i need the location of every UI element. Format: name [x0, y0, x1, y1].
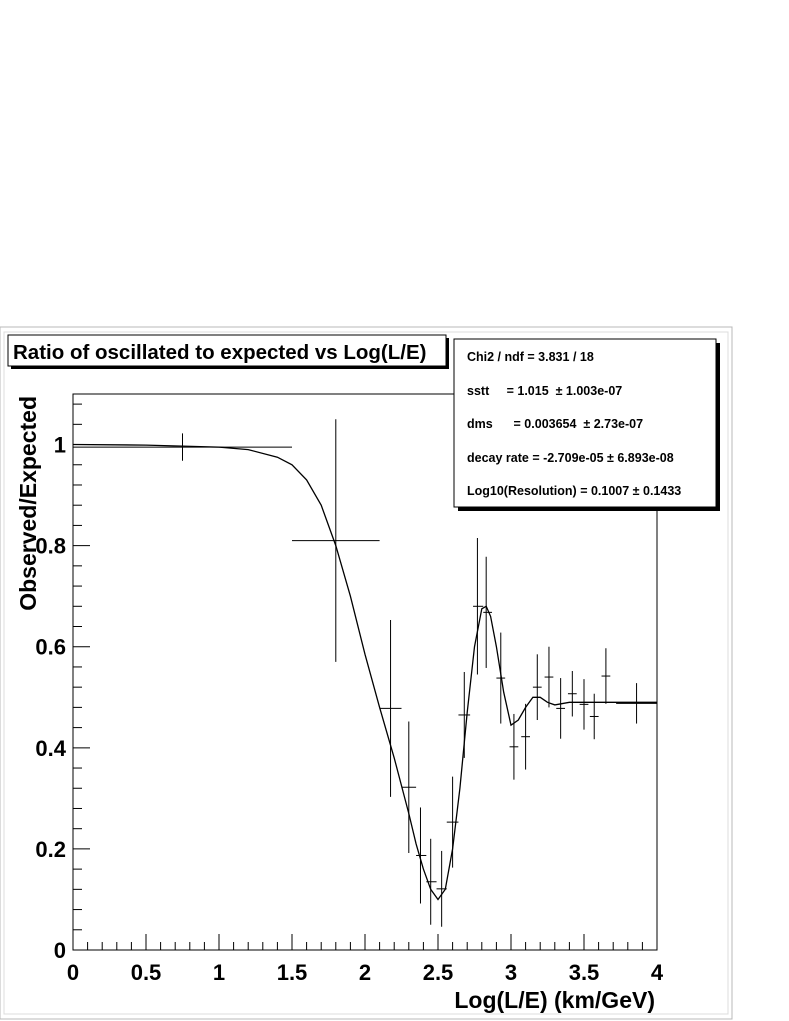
data-point: [73, 433, 292, 461]
y-tick-label: 0.4: [35, 736, 66, 761]
y-tick-label: 1: [54, 433, 66, 458]
x-tick-label: 1: [213, 960, 225, 985]
data-point: [532, 654, 542, 721]
x-tick-label: 0: [67, 960, 79, 985]
data-point: [496, 632, 506, 724]
marks-group: [72, 419, 657, 927]
x-tick-label: 3.5: [569, 960, 600, 985]
y-axis-title: Observed/Expected: [15, 396, 41, 611]
stats-resolution: Log10(Resolution) = 0.1007 ± 0.1433: [467, 484, 681, 498]
stats-box-frame: [453, 338, 717, 508]
x-tick-label: 4: [651, 960, 664, 985]
data-point: [544, 646, 554, 708]
x-tick-label: 3: [505, 960, 517, 985]
x-axis-title: Log(L/E) (km/GeV): [454, 987, 655, 1013]
title-box-frame: [7, 334, 447, 367]
chart-title: Ratio of oscillated to expected vs Log(L…: [13, 341, 426, 364]
data-point: [509, 713, 519, 780]
stats-box: Chi2 / ndf = 3.831 / 18 sstt = 1.015 ± 1…: [453, 338, 720, 511]
data-point: [521, 703, 530, 770]
title-box: Ratio of oscillated to expected vs Log(L…: [7, 334, 449, 369]
data-point: [567, 670, 577, 717]
y-tick-label: 0: [54, 938, 66, 963]
data-point: [426, 838, 437, 925]
data-point: [601, 648, 611, 704]
x-tick-label: 2: [359, 960, 371, 985]
data-point: [473, 538, 484, 675]
data-point: [579, 679, 589, 730]
data-point: [436, 850, 447, 927]
stats-sstt: sstt = 1.015 ± 1.003e-07: [467, 384, 622, 398]
data-point: [446, 776, 459, 868]
axes-group: 0 0.5 1 1.5 2 2.5 3 3.5 4 0 0.2 0.4 0.6 0.8 1: [35, 403, 664, 985]
canvas-inner-frame: [3, 331, 729, 1015]
data-point: [379, 619, 402, 797]
y-tick-label: 0.2: [35, 837, 66, 862]
data-point: [292, 419, 380, 662]
data-point: [589, 693, 599, 740]
y-tick-label: 0.8: [35, 534, 66, 559]
x-tick-label: 0.5: [131, 960, 162, 985]
data-point: [483, 556, 493, 668]
fit-curve: [72, 443, 657, 901]
y-tick-label: 0.6: [35, 635, 66, 660]
data-point: [416, 807, 427, 904]
stats-chi2: Chi2 / ndf = 3.831 / 18: [467, 350, 594, 364]
stats-decay-rate: decay rate = -2.709e-05 ± 6.893e-08: [467, 451, 674, 465]
stats-dms: dms = 0.003654 ± 2.73e-07: [467, 417, 643, 431]
x-tick-label: 2.5: [423, 960, 454, 985]
data-point: [458, 672, 471, 758]
data-point: [556, 678, 566, 739]
data-point: [401, 721, 417, 853]
x-tick-label: 1.5: [277, 960, 308, 985]
data-point: [616, 683, 657, 724]
